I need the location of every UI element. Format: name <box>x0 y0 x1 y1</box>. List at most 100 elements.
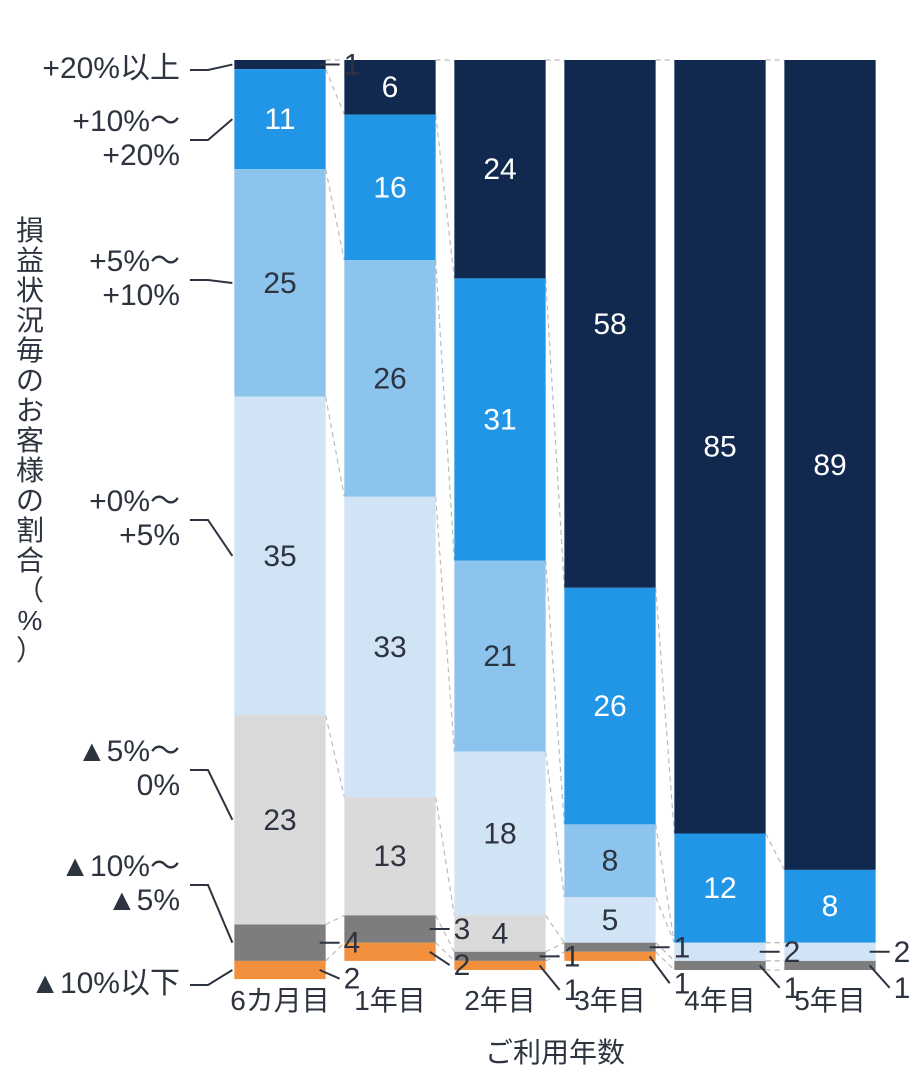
series-connector <box>326 943 345 961</box>
range-leader <box>190 520 232 556</box>
callout-value: 2 <box>454 949 471 982</box>
segment-value: 31 <box>483 403 516 436</box>
callout-value: 2 <box>894 936 911 969</box>
callout-value: 4 <box>344 927 361 960</box>
range-label: +10%～ <box>72 105 180 138</box>
series-connector <box>656 897 675 943</box>
callout-leader <box>540 965 560 990</box>
series-connector <box>546 943 565 952</box>
segment-value: 89 <box>813 449 846 482</box>
stacked-bar-chart: 1125352314261626331332243121184115826851… <box>0 0 920 1090</box>
callout-leader <box>650 956 670 983</box>
segment-value: 58 <box>593 308 626 341</box>
series-connector <box>326 715 345 797</box>
segment-value: 25 <box>263 267 296 300</box>
series-connector <box>546 915 565 942</box>
x-category-label: 3年目 <box>574 985 646 1016</box>
series-connector <box>656 943 675 961</box>
y-axis-title-char: （ <box>16 575 44 606</box>
callout-value: 1 <box>894 972 911 1005</box>
y-axis-title-char: 様 <box>16 455 44 486</box>
x-category-label: 1年目 <box>354 985 426 1016</box>
range-leader <box>190 970 232 985</box>
bar-segment <box>234 961 325 979</box>
range-label: ▲5%～ <box>77 735 180 768</box>
range-leader <box>190 119 232 140</box>
y-axis-title-char: ） <box>16 635 44 666</box>
y-axis-title-char: 合 <box>16 545 44 576</box>
segment-value: 85 <box>703 431 736 464</box>
range-leader <box>190 65 232 70</box>
range-label: +20%以上 <box>42 52 180 85</box>
range-label: +0%～ <box>89 485 180 518</box>
range-leader <box>190 280 232 283</box>
x-category-label: 4年目 <box>684 985 756 1016</box>
segment-value: 8 <box>602 845 619 878</box>
y-axis-title-char: の <box>16 365 44 396</box>
segment-value: 13 <box>373 840 406 873</box>
range-label: 0% <box>137 769 180 802</box>
y-axis-title-char: 毎 <box>16 335 44 366</box>
segment-value: 21 <box>483 640 516 673</box>
x-axis-title: ご利用年数 <box>485 1037 625 1068</box>
callout-leader <box>870 965 890 987</box>
callout-value: 1 <box>344 49 361 82</box>
segment-value: 6 <box>382 71 399 104</box>
callout-value: 2 <box>784 936 801 969</box>
y-axis-title-char: お <box>16 395 44 426</box>
segment-value: 26 <box>373 362 406 395</box>
y-axis-title-char: の <box>16 485 44 516</box>
segment-value: 8 <box>822 890 839 923</box>
series-connector <box>436 915 455 951</box>
callout-leader <box>760 965 780 987</box>
series-connector <box>436 797 455 915</box>
series-connector <box>436 115 455 279</box>
y-axis-title-char: 益 <box>16 245 44 276</box>
y-axis-title-char: 客 <box>16 425 44 456</box>
segment-value: 16 <box>373 171 406 204</box>
chart-svg: 1125352314261626331332243121184115826851… <box>0 0 920 1090</box>
series-connector <box>656 588 675 834</box>
range-label: ▲5% <box>107 884 180 917</box>
y-axis-title-char: 損 <box>16 215 44 246</box>
range-leader <box>190 885 232 943</box>
segment-value: 23 <box>263 804 296 837</box>
y-axis-title-char: 況 <box>16 305 44 336</box>
bar-segment <box>234 60 325 69</box>
series-connector <box>326 915 345 924</box>
segment-value: 24 <box>483 153 516 186</box>
callout-value: 1 <box>564 940 581 973</box>
series-connector <box>546 752 565 898</box>
range-label: ▲10%～ <box>60 850 180 883</box>
series-connector <box>326 397 345 497</box>
segment-value: 18 <box>483 817 516 850</box>
range-leader <box>190 770 232 820</box>
series-connector <box>656 824 675 942</box>
segment-value: 4 <box>492 918 509 951</box>
x-category-label: 5年目 <box>794 985 866 1016</box>
series-connector <box>436 497 455 752</box>
y-axis-title-char: % <box>18 605 43 636</box>
range-label: ▲10%以下 <box>30 967 180 1000</box>
segment-value: 35 <box>263 540 296 573</box>
range-label: +20% <box>102 139 180 172</box>
range-label: +5% <box>119 519 180 552</box>
x-category-label: 2年目 <box>464 985 536 1016</box>
x-category-label: 6カ月目 <box>230 985 330 1016</box>
range-label: +10% <box>102 279 180 312</box>
series-connector <box>326 169 345 260</box>
bar-segment <box>234 925 325 961</box>
callout-value: 1 <box>674 931 691 964</box>
segment-value: 11 <box>264 103 295 136</box>
series-connector <box>766 834 785 870</box>
segment-value: 12 <box>703 872 736 905</box>
range-label: +5%～ <box>89 245 180 278</box>
callout-value: 3 <box>454 913 471 946</box>
y-axis-title-char: 状 <box>16 275 44 306</box>
series-connector <box>546 561 565 825</box>
series-connector <box>546 278 565 587</box>
segment-value: 26 <box>593 690 626 723</box>
segment-value: 5 <box>602 904 619 937</box>
segment-value: 33 <box>373 631 406 664</box>
series-connector <box>436 260 455 560</box>
